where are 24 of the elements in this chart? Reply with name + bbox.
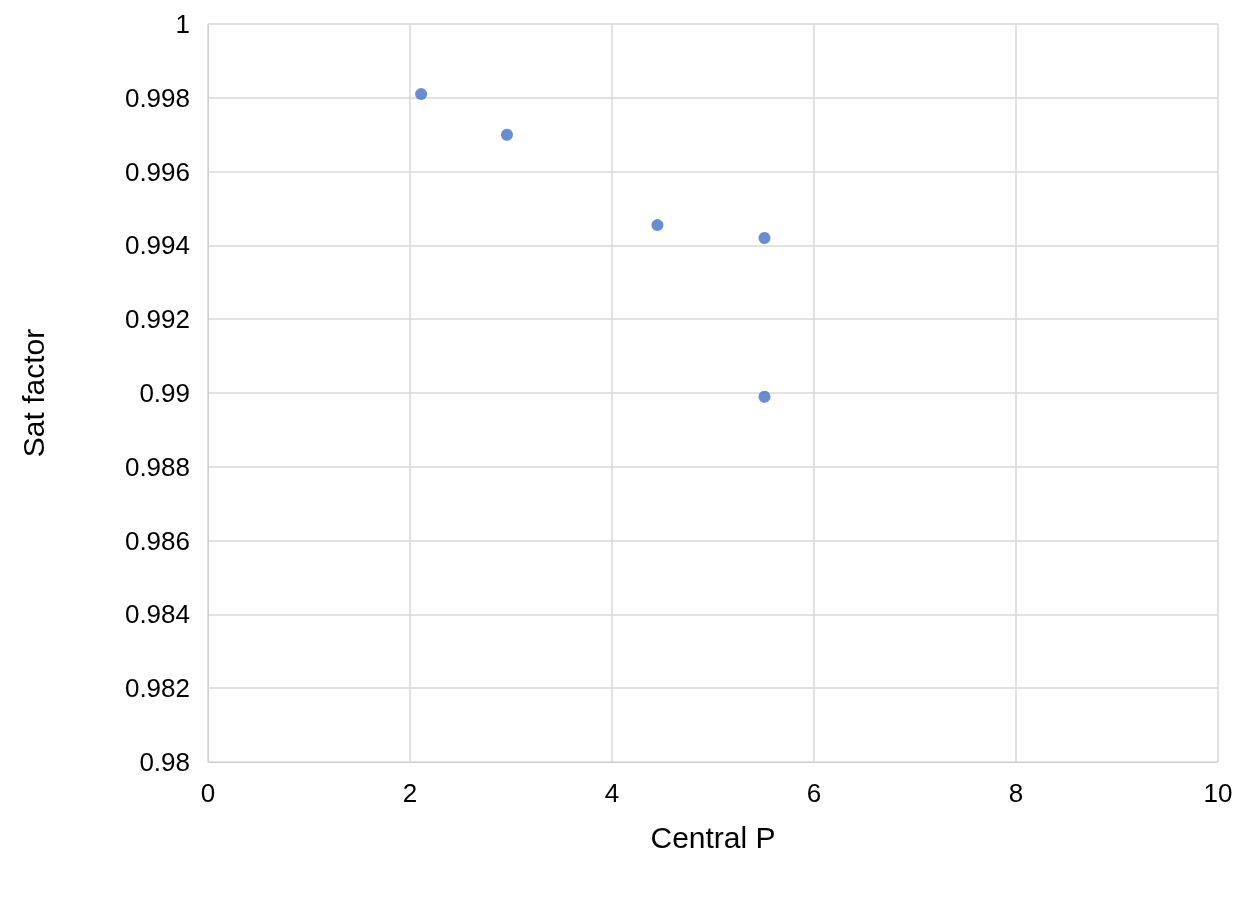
y-tick-label: 0.998: [124, 82, 190, 113]
x-tick-label: 0: [200, 778, 216, 808]
point: [758, 232, 771, 245]
y-tick-label: 0.994: [124, 230, 190, 261]
point: [500, 128, 513, 141]
x-tick-label: 6: [806, 778, 822, 808]
point: [415, 88, 428, 101]
y-tick-label: 0.996: [124, 156, 190, 187]
y-axis-title: Sat factor: [16, 328, 50, 458]
x-tick-label: 8: [1008, 778, 1024, 808]
x-tick-label: 2: [402, 778, 418, 808]
x-axis-title: Central P: [650, 820, 776, 854]
y-tick-label: 1: [175, 9, 190, 39]
y-tick-label: 0.99: [139, 378, 190, 408]
x-tick-label: 4: [604, 778, 620, 808]
y-tick-label: 0.992: [124, 304, 190, 335]
y-tick-label: 0.982: [124, 673, 190, 704]
y-tick-label: 0.984: [124, 599, 190, 630]
y-tick-label: 0.988: [124, 451, 190, 482]
x-tick-label: 10: [1203, 778, 1233, 808]
y-tick-label: 0.986: [124, 525, 190, 556]
point: [651, 219, 664, 232]
y-tick-label: 0.98: [139, 747, 190, 777]
point: [758, 390, 771, 403]
